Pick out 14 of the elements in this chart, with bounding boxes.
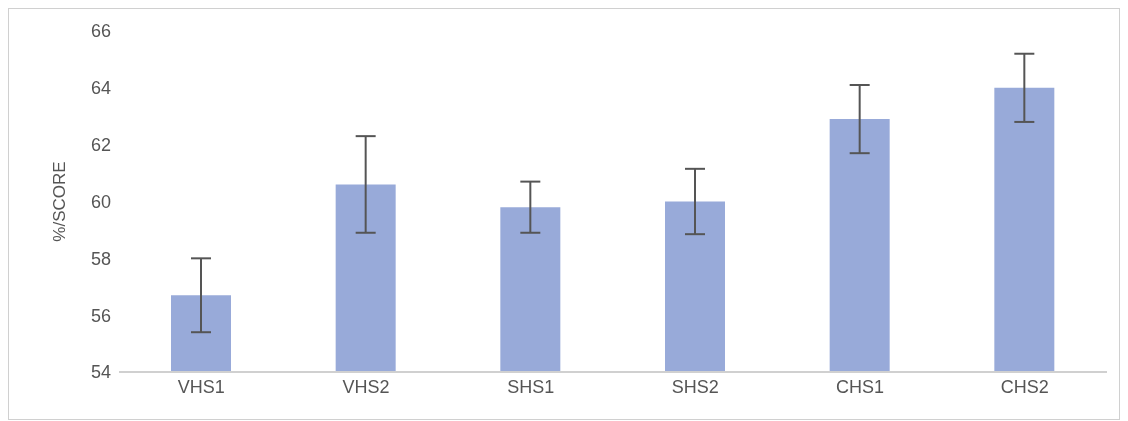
y-tick-label: 64: [90, 78, 111, 99]
y-tick-label: 56: [90, 305, 111, 326]
x-tick-label: SHS2: [671, 376, 719, 397]
y-tick-label: 60: [90, 191, 111, 212]
y-tick-label: 66: [90, 21, 111, 42]
y-tick-label: 58: [90, 248, 111, 269]
x-tick-label: SHS1: [507, 376, 555, 397]
x-tick-label: VHS1: [177, 376, 225, 397]
x-tick-label: VHS2: [342, 376, 390, 397]
x-tick-label: CHS1: [835, 376, 885, 397]
y-tick-label: 54: [90, 362, 111, 383]
x-tick-label: CHS2: [1000, 376, 1049, 397]
y-tick-label: 62: [90, 135, 111, 156]
y-axis-title: %/SCORE: [50, 161, 70, 242]
